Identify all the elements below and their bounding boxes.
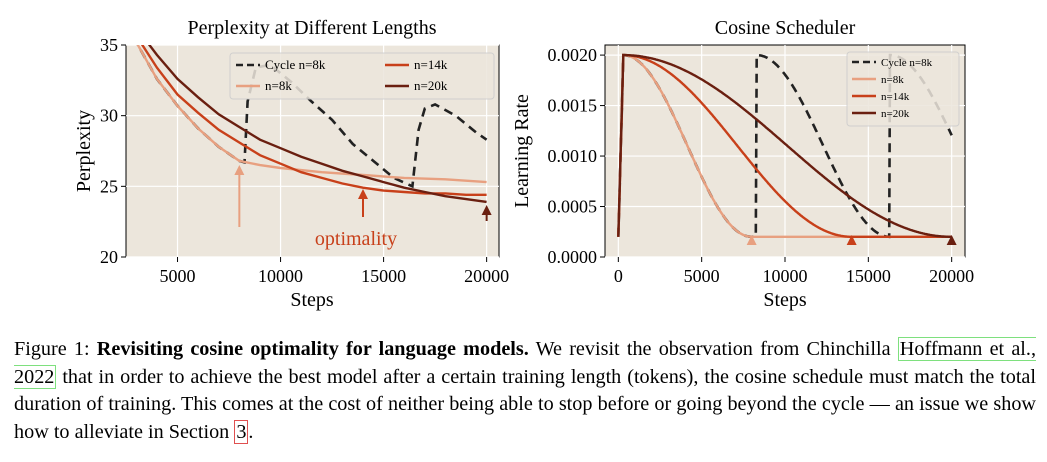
caption-title: Revisiting cosine optimality for languag… (96, 338, 529, 360)
legend-box (846, 51, 960, 127)
optimality-annotation: optimality (315, 228, 397, 250)
x-axis-label: Steps (763, 289, 807, 311)
citation-link[interactable]: Hoffmann et al., 2022 (14, 337, 1037, 389)
y-tick-label: 35 (100, 35, 118, 55)
series-line-n-20k (147, 45, 487, 204)
y-tick-label: 0.0015 (548, 96, 598, 116)
x-tick-label: 10000 (763, 266, 808, 286)
x-tick-label: 10000 (258, 266, 303, 286)
y-tick-label: 0.0000 (548, 247, 598, 267)
series-line-n-14k (617, 53, 952, 238)
legend-label: n=20k (414, 78, 448, 93)
series-line-cycle-n-8k (617, 53, 953, 239)
y-tick-label: 20 (100, 247, 118, 267)
perplexity-panel: 5000 10000 15000 20000 20 25 30 35 Cycle n=8k n=… (73, 17, 509, 311)
legend-box (229, 52, 495, 100)
x-tick-label: 15000 (361, 266, 406, 286)
series-line-n-20k (617, 53, 952, 238)
x-tick-label: 0 (614, 266, 623, 286)
legend-label: Cycle n=8k (881, 57, 933, 69)
arrow-head (846, 235, 857, 245)
figure-caption: Figure 1: Revisiting cosine optimality f… (14, 336, 1037, 446)
caption-text: We revisit the observation from Chinchil… (535, 338, 891, 360)
arrow-head (946, 235, 957, 245)
y-tick-label: 30 (100, 106, 118, 126)
figure-plots: 5000 10000 15000 20000 20 25 30 35 Cycle n=8k n=… (73, 17, 974, 311)
x-tick-label: 20000 (464, 266, 509, 286)
x-tick-label: 5000 (684, 266, 720, 286)
arrow-head (481, 205, 492, 215)
x-tick-label: 5000 (160, 266, 196, 286)
section-link[interactable]: 3 (234, 419, 249, 444)
series-line-cycle-n-8k (136, 45, 488, 189)
legend-label: n=20k (881, 108, 910, 120)
chart-title: Perplexity at Different Lengths (187, 17, 436, 39)
arrow-head (357, 189, 368, 199)
caption-label: Figure 1: (14, 338, 90, 360)
arrow-head (746, 235, 757, 245)
y-axis-label: Learning Rate (511, 94, 533, 208)
caption-period: . (248, 420, 254, 443)
legend-label: n=8k (265, 78, 292, 93)
x-tick-label: 20000 (929, 266, 974, 286)
legend-label: n=14k (881, 91, 910, 103)
legend-label: n=8k (881, 74, 904, 86)
y-tick-label: 0.0010 (548, 146, 598, 166)
legend-label: n=14k (414, 57, 448, 72)
x-tick-label: 15000 (846, 266, 891, 286)
legend-label: Cycle n=8k (265, 57, 326, 72)
caption-text: that in order to achieve the best model … (14, 365, 1037, 443)
y-tick-label: 25 (100, 176, 118, 196)
y-tick-label: 0.0005 (548, 197, 598, 217)
y-axis-label: Perplexity (73, 110, 95, 192)
chart-title: Cosine Scheduler (715, 17, 856, 39)
series-line-n-8k (136, 45, 487, 184)
arrow-head (234, 165, 245, 175)
y-tick-label: 0.0020 (548, 45, 598, 65)
cosine-scheduler-panel: 0 5000 10000 15000 20000 0.0000 0.0005 0.0010 0.… (511, 17, 974, 311)
x-axis-label: Steps (290, 289, 334, 311)
